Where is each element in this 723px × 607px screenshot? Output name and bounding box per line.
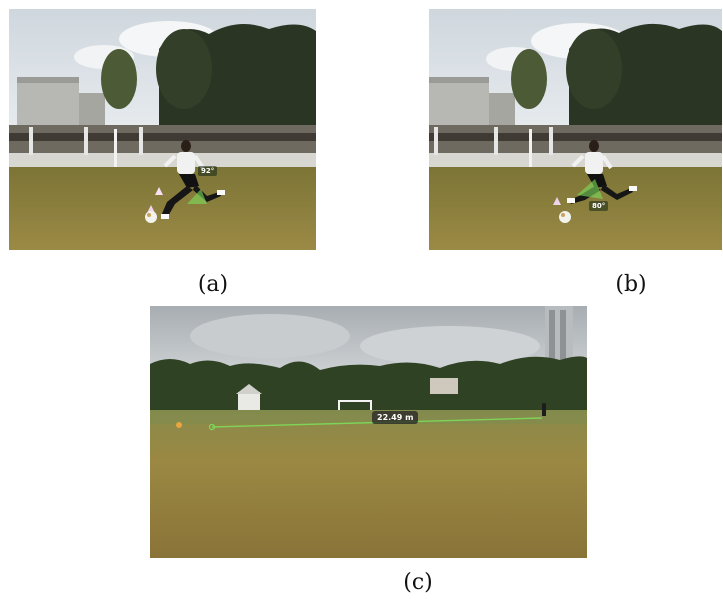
player [161, 140, 225, 219]
angle-overlay [187, 189, 207, 204]
building [429, 77, 489, 125]
distance-label: 22.49 m [372, 411, 419, 424]
building [17, 77, 79, 125]
angle-overlay [577, 179, 603, 199]
angle-label: 92° [198, 166, 218, 176]
photo-panel-c: 22.49 m [150, 306, 587, 558]
kicker-photo-a [9, 9, 316, 250]
photo-panel-b: 80° [429, 9, 722, 250]
grass [150, 410, 587, 558]
photo-panel-a: 92° [9, 9, 316, 250]
start-marker [208, 423, 216, 431]
grass [429, 167, 722, 250]
angle-label: 80° [589, 201, 609, 211]
ball [145, 211, 157, 223]
field-photo-c [150, 306, 587, 558]
caption-b: (b) [615, 272, 647, 297]
grass [9, 167, 316, 250]
player [542, 406, 546, 416]
treeline [150, 356, 587, 416]
ball [176, 422, 182, 428]
caption-c: (c) [403, 570, 433, 595]
ball [559, 211, 571, 223]
caption-a: (a) [197, 272, 229, 297]
kicker-photo-b [429, 9, 722, 250]
